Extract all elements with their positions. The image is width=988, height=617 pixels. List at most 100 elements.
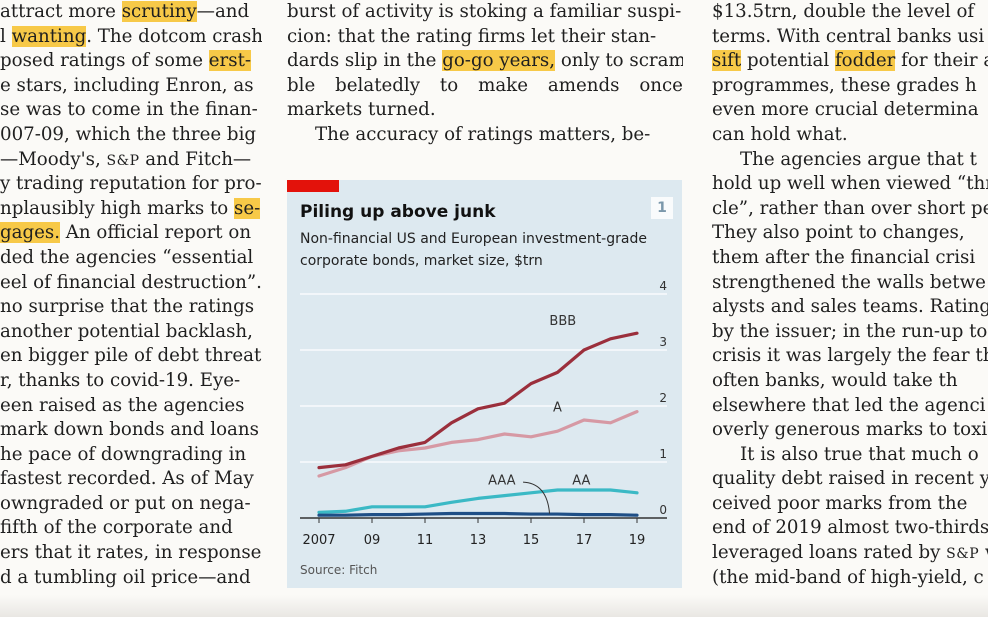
text-segment: crisis it was largely the fear tha	[712, 345, 988, 367]
text-segment: make	[478, 74, 528, 96]
text-line: by the issuer; in the run-up to	[712, 320, 988, 345]
text-line: he pace of downgrading in	[0, 443, 262, 468]
text-segment: no surprise that the ratings	[0, 296, 255, 318]
text-line: ers that it rates, in response	[0, 541, 262, 566]
text-segment: terms. With central banks usi	[712, 25, 985, 47]
highlighted-text[interactable]: wanting	[11, 25, 87, 47]
text-segment: —Moody's,	[0, 148, 107, 170]
text-line: (the mid-band of high-yield, c	[712, 566, 988, 591]
text-segment: They also point to changes,	[712, 222, 965, 244]
text-line: cion: that the rating firms let their st…	[287, 25, 683, 50]
text-line: e stars, including Enron, as	[0, 74, 262, 99]
x-tick-label: 17	[576, 533, 593, 548]
series-label: BBB	[549, 314, 576, 329]
text-segment: dards slip in the	[287, 50, 443, 72]
article-column-left: attract more scrutiny—and l wanting. The …	[0, 0, 262, 590]
text-segment: quality debt raised in recent y	[712, 468, 988, 490]
text-line: often banks, would take th	[712, 369, 988, 394]
text-segment: It is also true that much o	[740, 443, 979, 465]
text-segment: often banks, would take th	[712, 369, 958, 391]
text-segment: —and	[196, 1, 250, 22]
y-tick-label: 3	[659, 335, 667, 349]
text-line: $13.5trn, double the level of	[712, 0, 988, 25]
series-label: A	[553, 401, 562, 416]
x-tick-label: 09	[364, 533, 381, 548]
text-line: end of 2019 almost two-thirds	[712, 516, 988, 541]
text-segment: fifth of the corporate and	[0, 517, 233, 539]
text-line: strengthened the walls betwe	[712, 271, 988, 296]
highlighted-text[interactable]: gages.	[0, 222, 61, 244]
text-line: them after the financial crisi	[712, 246, 988, 271]
text-line: The agencies argue that t	[712, 148, 988, 173]
text-line: It is also true that much o	[712, 443, 988, 468]
text-line: owngraded or put on nega-	[0, 492, 262, 517]
text-line: even more crucial determina	[712, 98, 988, 123]
text-segment: An official report on	[60, 222, 252, 244]
text-line: y trading reputation for pro-	[0, 172, 262, 197]
text-segment: (the mid-band of high-yield, c	[712, 566, 984, 588]
text-segment: S&P	[946, 546, 980, 563]
text-line: gages. An official report on	[0, 221, 262, 246]
text-line: cle”, rather than over short per	[712, 197, 988, 222]
text-line: programmes, these grades h	[712, 74, 988, 99]
y-tick-label: 0	[659, 503, 667, 517]
text-segment: can hold what.	[712, 123, 848, 145]
text-segment: The agencies argue that t	[740, 148, 977, 170]
text-segment: l	[0, 25, 12, 47]
text-line: dards slip in the go-go years, only to s…	[287, 49, 683, 74]
text-segment: ers that it rates, in response	[0, 542, 262, 564]
text-line: en bigger pile of debt threat-	[0, 344, 262, 369]
text-line: elsewhere that led the agenci	[712, 394, 988, 419]
text-segment: belatedly	[335, 74, 421, 96]
chart-source: Source: Fitch	[300, 563, 378, 577]
text-line: —Moody's, S&P and Fitch—	[0, 148, 262, 173]
text-line: They also point to changes,	[712, 221, 988, 246]
text-line: leveraged loans rated by S&P w	[712, 541, 988, 566]
text-segment: eel of financial destruction”.	[0, 271, 262, 293]
text-segment: he pace of downgrading in	[0, 443, 247, 465]
aaa-leader-line	[523, 481, 551, 514]
text-segment: y trading reputation for pro-	[0, 173, 262, 195]
text-line: burst of activity is stoking a familiar …	[287, 0, 683, 25]
highlighted-text[interactable]: fodder	[834, 50, 896, 72]
text-segment: and Fitch—	[139, 148, 252, 170]
text-line: hold up well when viewed “thr	[712, 172, 988, 197]
text-segment: once	[639, 74, 683, 96]
text-line: quality debt raised in recent y	[712, 467, 988, 492]
series-label: AAA	[488, 473, 516, 488]
text-segment: attract more	[0, 1, 122, 22]
highlighted-text[interactable]: scrutiny	[121, 1, 197, 22]
highlighted-text[interactable]: go-go years,	[442, 50, 556, 72]
text-line: overly generous marks to toxic	[712, 418, 988, 443]
text-segment: burst of activity is stoking a familiar …	[287, 1, 682, 22]
text-segment: by the issuer; in the run-up to	[712, 320, 988, 342]
highlighted-text[interactable]: sift	[712, 50, 742, 72]
text-line: can hold what.	[712, 123, 988, 148]
text-line: l wanting. The dotcom crash	[0, 25, 262, 50]
text-line: ceived poor marks from the	[712, 492, 988, 517]
text-segment: markets turned.	[287, 99, 436, 121]
text-segment: mark down bonds and loans	[0, 419, 259, 441]
x-tick-label: 2007	[302, 533, 335, 548]
series-line-aa	[317, 488, 639, 514]
text-line: terms. With central banks usi	[712, 25, 988, 50]
text-segment: even more crucial determina	[712, 99, 979, 121]
text-line: r, thanks to covid-19. Eye-	[0, 369, 262, 394]
text-line: another potential backlash,	[0, 320, 262, 345]
highlighted-text[interactable]: se-	[234, 197, 261, 219]
text-segment: cion: that the rating firms let their st…	[287, 25, 657, 47]
text-line: no surprise that the ratings	[0, 295, 262, 320]
text-segment: 007-09, which the three big	[0, 123, 257, 145]
text-line: nplausibly high marks to se-	[0, 197, 262, 222]
text-segment: S&P	[106, 152, 140, 169]
text-segment: strengthened the walls betwe	[712, 271, 986, 293]
text-segment: end of 2019 almost two-thirds	[712, 517, 988, 539]
article-column-middle: burst of activity is stoking a familiar …	[287, 0, 683, 148]
highlighted-text[interactable]: erst-	[208, 50, 252, 72]
text-segment: nplausibly high marks to	[0, 197, 235, 219]
y-tick-label: 1	[659, 447, 667, 461]
chart-figure: 1 Piling up above junk Non-financial US …	[287, 180, 682, 588]
text-line: mark down bonds and loans	[0, 418, 262, 443]
x-tick-label: 11	[417, 533, 434, 548]
text-line: crisis it was largely the fear tha	[712, 344, 988, 369]
